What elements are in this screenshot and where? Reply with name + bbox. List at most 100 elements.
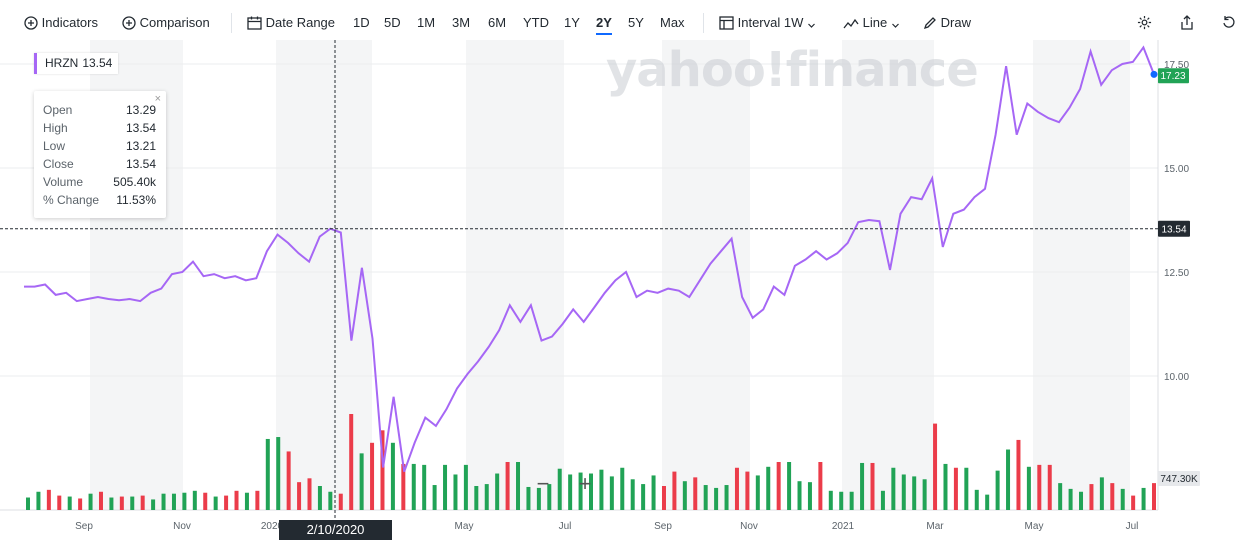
share-icon xyxy=(1181,15,1193,30)
y-tick-label: 15.00 xyxy=(1164,164,1189,175)
volume-bar xyxy=(860,462,865,510)
x-tick-label: Jul xyxy=(559,521,572,532)
indicators-button[interactable]: Indicators xyxy=(24,14,98,32)
tooltip-row-open: Open 13.29 xyxy=(43,101,156,119)
range-1d[interactable]: 1D xyxy=(353,15,370,30)
zoom-controls: − + xyxy=(528,468,602,500)
volume-bar xyxy=(682,481,687,510)
volume-bar xyxy=(641,484,646,510)
volume-bar xyxy=(443,464,448,510)
volume-bar xyxy=(620,467,625,510)
volume-bar xyxy=(244,492,249,510)
last-price-label: 17.23 xyxy=(1160,71,1185,82)
background-band xyxy=(276,40,372,510)
zoom-in-button[interactable]: + xyxy=(578,471,592,496)
volume-bar xyxy=(234,490,239,510)
volume-bar xyxy=(661,486,666,510)
tooltip-row-close: Close 13.54 xyxy=(43,155,156,173)
line-chart-icon xyxy=(843,18,859,29)
range-1m[interactable]: 1M xyxy=(417,15,436,30)
x-tick-label: Sep xyxy=(75,521,93,532)
volume-bar xyxy=(964,467,969,510)
y-tick-label: 17.50 xyxy=(1164,60,1189,71)
volume-bar xyxy=(568,474,573,510)
volume-bar xyxy=(213,496,218,510)
volume-bar xyxy=(401,463,406,510)
volume-bar xyxy=(630,479,635,510)
volume-bar xyxy=(484,484,489,510)
volume-bar xyxy=(599,469,604,510)
series-legend[interactable]: HRZN 13.54 xyxy=(34,53,119,74)
volume-bar xyxy=(891,467,896,510)
range-ytd[interactable]: YTD xyxy=(523,15,549,30)
volume-bar xyxy=(745,471,750,510)
draw-button[interactable]: Draw xyxy=(923,14,971,32)
volume-bar xyxy=(755,475,760,510)
comparison-button[interactable]: Comparison xyxy=(122,14,210,32)
range-2y[interactable]: 2Y xyxy=(596,15,612,35)
legend-symbol: HRZN xyxy=(45,56,79,70)
volume-bar xyxy=(1047,464,1052,510)
volume-bar xyxy=(1099,477,1104,510)
range-5y[interactable]: 5Y xyxy=(628,15,644,30)
volume-bar xyxy=(1026,466,1031,510)
volume-bar xyxy=(380,430,385,510)
interval-value: 1W xyxy=(783,15,804,30)
volume-bar xyxy=(495,473,500,510)
range-6m[interactable]: 6M xyxy=(488,15,507,30)
x-tick-label: 2020 xyxy=(261,521,284,532)
close-icon[interactable]: × xyxy=(154,93,161,105)
tooltip-row-low: Low 13.21 xyxy=(43,137,156,155)
background-band xyxy=(662,40,750,510)
volume-bar xyxy=(547,484,552,510)
volume-bar xyxy=(390,442,395,510)
volume-bar xyxy=(807,482,812,510)
interval-dropdown[interactable]: Interval 1W xyxy=(719,14,816,32)
date-range-button[interactable]: Date Range xyxy=(247,14,335,32)
volume-bar xyxy=(589,473,593,510)
chevron-down-icon xyxy=(808,23,815,28)
volume-bar xyxy=(714,487,719,510)
tooltip-key: High xyxy=(43,121,68,135)
volume-bar xyxy=(359,453,364,510)
crosshair xyxy=(0,40,1158,520)
volume-bar xyxy=(995,470,1000,510)
volume-bar xyxy=(1120,488,1125,510)
background-band xyxy=(466,40,564,510)
volume-bar xyxy=(328,491,333,510)
volume-bar xyxy=(463,464,468,510)
volume-bar xyxy=(1058,483,1063,510)
reset-button[interactable] xyxy=(1222,14,1236,32)
volume-bar xyxy=(203,492,208,510)
volume-bar xyxy=(67,496,72,510)
background-band xyxy=(842,40,934,510)
settings-button[interactable] xyxy=(1137,14,1152,32)
volume-bar xyxy=(1068,488,1073,510)
volume-bar xyxy=(307,478,312,510)
volume-bar xyxy=(953,467,958,510)
volume-bar xyxy=(265,438,270,510)
range-max[interactable]: Max xyxy=(660,15,685,30)
share-button[interactable] xyxy=(1180,14,1194,32)
tooltip-key: Low xyxy=(43,139,66,153)
x-tick-label: Jul xyxy=(1126,521,1139,532)
volume-bar xyxy=(453,474,458,510)
tooltip-value: 505.40k xyxy=(113,175,156,189)
range-1y[interactable]: 1Y xyxy=(564,15,580,30)
zoom-out-button[interactable]: − xyxy=(536,471,550,496)
volume-bar xyxy=(651,475,656,510)
volume-bar xyxy=(88,493,93,510)
x-tick-label: Mar xyxy=(926,521,944,532)
tooltip-value: 13.54 xyxy=(125,121,156,135)
volume-bar xyxy=(849,491,854,510)
range-3m[interactable]: 3M xyxy=(452,15,471,30)
x-axis: Sep Nov 2020 May Jul Sep Nov 2021 Mar May Jul xyxy=(75,521,1138,532)
volume-bar xyxy=(46,489,51,510)
chart-type-dropdown[interactable]: Line xyxy=(843,14,900,32)
volume-bar xyxy=(422,464,427,510)
volume-bar xyxy=(161,493,166,510)
volume-bar xyxy=(1037,464,1042,510)
range-5d[interactable]: 5D xyxy=(384,15,401,30)
legend-value: 13.54 xyxy=(82,56,113,70)
